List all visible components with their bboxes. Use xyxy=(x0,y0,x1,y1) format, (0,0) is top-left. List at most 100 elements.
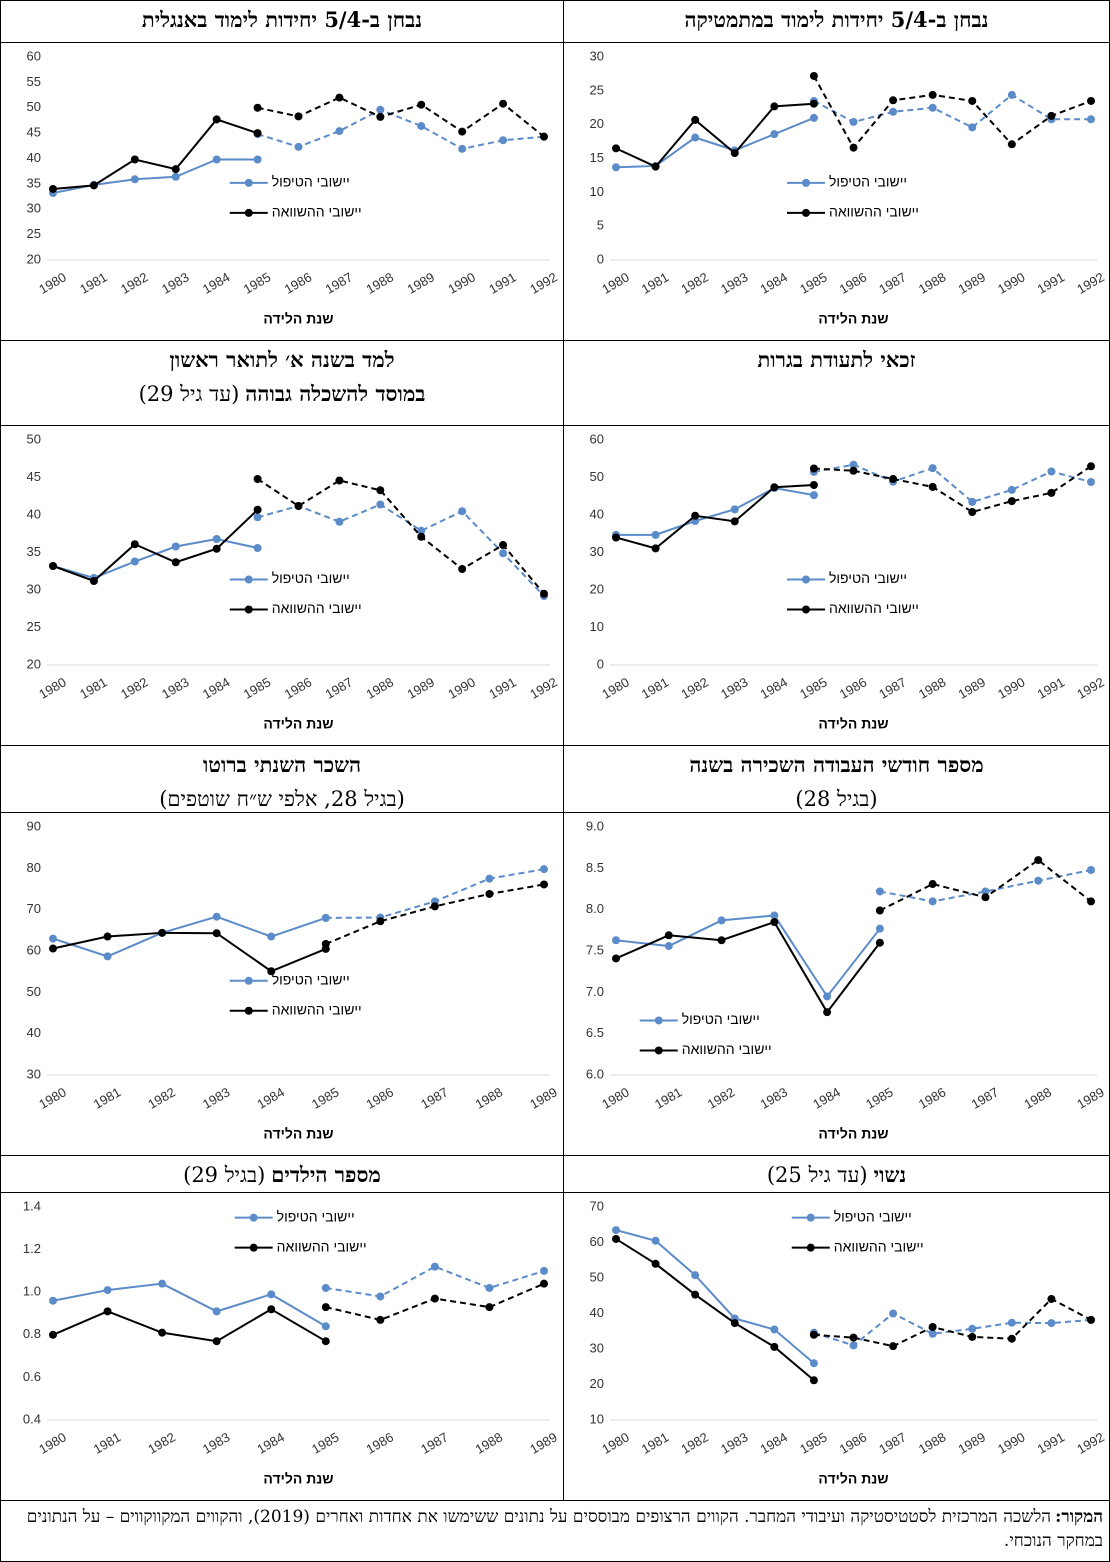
y-tick-label: 40 xyxy=(590,506,604,521)
data-point xyxy=(809,464,818,473)
data-point xyxy=(809,71,818,80)
data-point xyxy=(130,540,139,549)
x-tick-label: 1986 xyxy=(837,269,870,296)
data-point xyxy=(130,175,139,184)
data-point xyxy=(540,132,548,141)
y-tick-label: 1.4 xyxy=(23,1198,41,1213)
data-point xyxy=(103,932,112,941)
data-point xyxy=(417,532,426,541)
panel: 10 20 30 40 50 60 70 1980 1981 1982 1983 1984 1985 19… xyxy=(563,1192,1110,1500)
data-point xyxy=(49,184,57,193)
data-point xyxy=(103,1286,112,1295)
data-point xyxy=(171,542,180,551)
title-line: נבחן ב-5/4 יחידות לימוד במתמטיקה xyxy=(564,3,1109,37)
x-tick-label: 1986 xyxy=(282,269,315,296)
chart-title: נבחן ב-5/4 יחידות לימוד באנגלית xyxy=(141,7,423,32)
series-line xyxy=(615,914,881,999)
data-point xyxy=(651,544,660,553)
y-tick-label: 8.5 xyxy=(586,860,604,875)
data-point xyxy=(458,127,467,136)
data-point xyxy=(691,133,700,142)
x-tick-label: 1986 xyxy=(282,674,315,701)
data-point xyxy=(417,100,426,109)
x-tick-label: 1992 xyxy=(1074,1429,1107,1456)
data-point xyxy=(171,558,180,567)
legend-label: יישובי ההשוואה xyxy=(272,600,362,616)
series-line xyxy=(813,1297,1092,1348)
x-tick-label: 1991 xyxy=(486,674,519,701)
data-point xyxy=(612,533,620,542)
x-tick-label: 1992 xyxy=(527,269,560,296)
x-tick-label: 1988 xyxy=(916,1429,949,1456)
data-point xyxy=(253,505,262,514)
data-point xyxy=(770,918,779,927)
legend-label: יישובי הטיפול xyxy=(272,570,350,586)
data-point xyxy=(849,117,858,126)
x-tick-label: 1988 xyxy=(916,269,949,296)
title-line: נבחן ב-5/4 יחידות לימוד באנגלית xyxy=(1,3,563,37)
data-point xyxy=(335,517,344,526)
chart: 20 25 30 35 40 45 50 55 60 1980 1981 1982 1983 1984 19… xyxy=(27,48,560,326)
series-line xyxy=(879,858,1092,912)
x-tick-label: 1992 xyxy=(527,674,560,701)
series-line xyxy=(257,96,545,138)
data-point xyxy=(485,874,494,883)
x-tick-label: 1983 xyxy=(758,1084,791,1111)
x-tick-label: 1989 xyxy=(955,674,988,701)
data-point xyxy=(212,115,221,124)
legend-label: יישובי הטיפול xyxy=(829,174,907,190)
data-point xyxy=(928,880,937,889)
x-tick-label: 1982 xyxy=(678,674,711,701)
chart: 20 25 30 35 40 45 50 1980 1981 1982 1983 1984 1985 19… xyxy=(27,431,560,731)
x-tick-label: 1981 xyxy=(639,269,672,296)
series-line xyxy=(813,93,1091,129)
x-tick-label: 1987 xyxy=(418,1429,451,1456)
data-point xyxy=(294,142,303,151)
y-tick-label: 35 xyxy=(27,175,41,190)
x-tick-label: 1990 xyxy=(995,674,1028,701)
x-tick-label: 1988 xyxy=(1021,1084,1054,1111)
x-tick-label: 1984 xyxy=(200,674,233,701)
data-point xyxy=(321,939,330,948)
series-line xyxy=(257,108,545,150)
panel-header: למד בשנה א׳ לתואר ראשון במוסד להשכלה גבוה… xyxy=(0,340,563,425)
x-tick-label: 1985 xyxy=(797,674,830,701)
data-point xyxy=(691,511,700,520)
data-point xyxy=(928,464,937,473)
data-point xyxy=(158,1328,167,1337)
data-point xyxy=(889,96,898,105)
y-tick-label: 7.5 xyxy=(586,942,604,957)
y-tick-label: 8.0 xyxy=(586,901,604,916)
data-point xyxy=(1007,1334,1016,1343)
title-line: (בגיל 28) xyxy=(564,782,1109,816)
data-point xyxy=(770,1342,779,1351)
data-point xyxy=(417,122,426,131)
y-tick-label: 70 xyxy=(27,901,41,916)
data-point xyxy=(540,589,548,598)
series-line xyxy=(813,75,1092,150)
x-tick-label: 1981 xyxy=(652,1084,685,1111)
y-tick-label: 50 xyxy=(590,1269,604,1284)
panel-header: נבחן ב-5/4 יחידות לימוד במתמטיקה xyxy=(563,0,1110,42)
series-line xyxy=(52,1308,327,1343)
data-point xyxy=(321,1303,330,1312)
x-tick-label: 1986 xyxy=(837,674,870,701)
legend-marker xyxy=(806,1243,815,1252)
data-point xyxy=(540,1279,548,1288)
legend-label: יישובי הטיפול xyxy=(272,174,350,190)
x-tick-label: 1989 xyxy=(955,269,988,296)
data-point xyxy=(1034,856,1043,865)
series-line xyxy=(325,868,545,919)
data-point xyxy=(1047,467,1056,476)
panel: 20 25 30 35 40 45 50 1980 1981 1982 1983 1984 1985 19… xyxy=(0,425,563,745)
x-tick-label: 1992 xyxy=(1074,674,1107,701)
data-point xyxy=(730,1319,739,1328)
data-point xyxy=(321,1337,330,1346)
series-line xyxy=(615,116,815,169)
data-point xyxy=(875,906,884,915)
legend-label: יישובי הטיפול xyxy=(682,1011,760,1027)
legend-marker xyxy=(802,575,810,584)
x-tick-label: 1987 xyxy=(418,1084,451,1111)
panel-header: זכאי לתעודת בגרות xyxy=(563,340,1110,425)
chart: 0.4 0.6 0.8 1.0 1.2 1.4 1980 1981 1982 1983 1984 19… xyxy=(23,1198,560,1486)
